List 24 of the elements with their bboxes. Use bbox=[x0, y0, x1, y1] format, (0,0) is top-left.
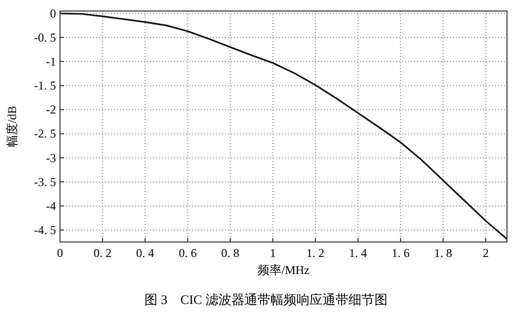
x-tick-label: 0. 8 bbox=[221, 246, 240, 260]
x-axis-title: 频率/MHz bbox=[258, 263, 310, 277]
y-axis-title: 幅度/dB bbox=[5, 106, 19, 148]
x-tick-label: 2 bbox=[482, 246, 489, 260]
y-tick-label: -3. 5 bbox=[34, 174, 56, 189]
y-tick-label: -2 bbox=[46, 102, 56, 117]
x-tick-label: 1. 2 bbox=[306, 246, 324, 260]
x-tick-label: 1 bbox=[270, 246, 276, 260]
y-tick-label: 0 bbox=[50, 6, 56, 20]
y-tick-label: -1. 5 bbox=[34, 78, 56, 93]
text: 图 3 CIC 滤波器通带幅频响应通带细节图 bbox=[144, 292, 388, 307]
y-tick-label: -4 bbox=[46, 198, 56, 213]
y-tick-label: -3 bbox=[46, 150, 56, 165]
x-tick-label: 0. 4 bbox=[136, 246, 154, 260]
x-tick-label: 1. 8 bbox=[434, 246, 452, 260]
x-tick-label: 1. 4 bbox=[349, 246, 367, 260]
x-tick-label: 0. 2 bbox=[94, 246, 112, 260]
x-tick-label: 0. 6 bbox=[178, 246, 197, 260]
y-tick-label: -0. 5 bbox=[34, 30, 56, 44]
y-tick-label: -1 bbox=[46, 54, 56, 69]
y-tick-label: -2. 5 bbox=[34, 126, 56, 141]
line-series bbox=[59, 12, 508, 240]
x-tick-label: 1. 6 bbox=[392, 246, 410, 260]
y-tick-label: -4. 5 bbox=[34, 222, 56, 237]
